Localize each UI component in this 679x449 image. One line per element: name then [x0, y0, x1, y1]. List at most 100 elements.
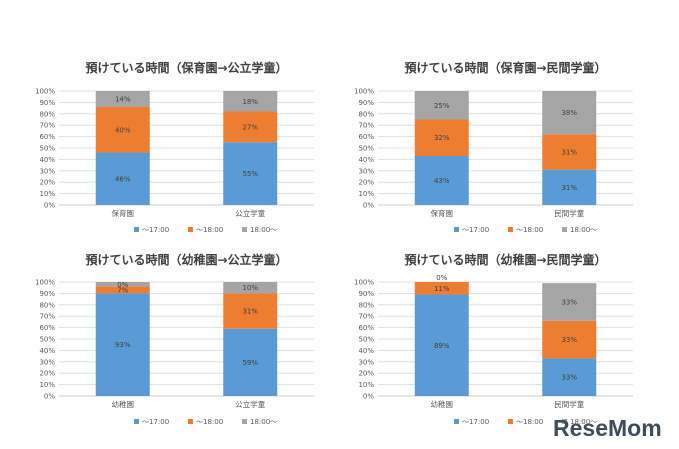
- data-label: 33%: [561, 298, 577, 306]
- y-tick-label: 50%: [358, 145, 374, 153]
- data-label: 38%: [561, 109, 577, 117]
- legend-swatch: [242, 419, 247, 424]
- y-tick-label: 70%: [39, 313, 55, 321]
- chart-title: 預けている時間（保育園→民間学童）: [404, 60, 606, 75]
- legend-label: 〜17:00: [142, 418, 169, 426]
- bar-segment: [223, 111, 278, 143]
- watermark-text: ReseMom: [553, 415, 662, 441]
- x-tick-label: 民間学童: [554, 208, 584, 218]
- bar-segment: [95, 286, 150, 294]
- data-label: 10%: [242, 284, 258, 292]
- data-label: 25%: [434, 102, 450, 110]
- y-tick-label: 40%: [39, 156, 55, 164]
- bar-segment: [542, 358, 597, 396]
- legend-swatch: [134, 227, 139, 232]
- legend-label: 〜18:00: [196, 226, 223, 234]
- data-label: 7%: [117, 286, 128, 294]
- data-label: 14%: [115, 95, 131, 103]
- legend-label: 18:00〜: [570, 418, 597, 426]
- bar-segment: [542, 320, 597, 359]
- y-tick-label: 0%: [44, 393, 55, 401]
- y-tick-label: 80%: [358, 110, 374, 118]
- bar-segment: [223, 91, 278, 112]
- legend-label: 〜18:00: [196, 418, 223, 426]
- legend-label: 〜18:00: [516, 418, 543, 426]
- y-tick-label: 0%: [44, 202, 55, 210]
- legend-swatch: [562, 227, 567, 232]
- y-tick-label: 60%: [39, 133, 55, 141]
- data-label: 0%: [117, 281, 128, 289]
- y-tick-label: 30%: [39, 167, 55, 175]
- data-label: 31%: [561, 184, 577, 192]
- x-tick-label: 幼稚園: [112, 399, 135, 409]
- bar-segment: [95, 91, 150, 107]
- y-tick-label: 60%: [358, 324, 374, 332]
- legend-label: 〜17:00: [462, 418, 489, 426]
- data-label: 46%: [115, 175, 131, 183]
- bar-segment: [542, 283, 597, 321]
- bar-segment: [95, 106, 150, 153]
- bar-segment: [223, 282, 278, 294]
- bar-segment: [95, 293, 150, 396]
- chart-title: 預けている時間（幼稚園→公立学童）: [85, 252, 287, 267]
- y-tick-label: 20%: [39, 370, 55, 378]
- legend-label: 〜18:00: [516, 226, 543, 234]
- y-tick-label: 90%: [39, 99, 55, 107]
- bar-segment: [95, 282, 150, 287]
- y-tick-label: 40%: [39, 347, 55, 355]
- legend-swatch: [188, 227, 193, 232]
- y-tick-label: 80%: [39, 301, 55, 309]
- y-tick-label: 10%: [39, 381, 55, 389]
- legend-swatch: [508, 227, 513, 232]
- y-tick-label: 40%: [358, 347, 374, 355]
- x-tick-label: 公立学童: [235, 399, 265, 409]
- data-label: 0%: [436, 274, 447, 282]
- y-tick-label: 100%: [35, 88, 55, 96]
- y-tick-label: 0%: [363, 202, 374, 210]
- legend-swatch: [454, 227, 459, 232]
- bar-segment: [414, 282, 469, 295]
- y-tick-label: 20%: [358, 179, 374, 187]
- y-tick-label: 30%: [39, 358, 55, 366]
- data-label: 18%: [242, 98, 258, 106]
- data-label: 33%: [561, 336, 577, 344]
- chart-title: 預けている時間（幼稚園→民間学童）: [404, 252, 606, 267]
- y-tick-label: 70%: [358, 313, 374, 321]
- legend-swatch: [242, 227, 247, 232]
- y-tick-label: 80%: [358, 301, 374, 309]
- y-tick-label: 70%: [39, 122, 55, 130]
- legend-swatch: [508, 419, 513, 424]
- bar-segment: [414, 119, 469, 156]
- legend-label: 〜17:00: [142, 226, 169, 234]
- y-tick-label: 10%: [358, 381, 374, 389]
- x-tick-label: 保育園: [431, 208, 454, 218]
- chart-title: 預けている時間（保育園→公立学童）: [85, 60, 287, 75]
- bar-segment: [95, 152, 150, 205]
- y-tick-label: 30%: [358, 358, 374, 366]
- legend-swatch: [188, 419, 193, 424]
- y-tick-label: 90%: [358, 99, 374, 107]
- y-tick-label: 0%: [363, 393, 374, 401]
- y-tick-label: 90%: [358, 290, 374, 298]
- legend-swatch: [134, 419, 139, 424]
- y-tick-label: 100%: [354, 279, 374, 287]
- legend-swatch: [562, 419, 567, 424]
- data-label: 89%: [434, 342, 450, 350]
- y-tick-label: 80%: [39, 110, 55, 118]
- legend-label: 18:00〜: [250, 418, 277, 426]
- bar-segment: [542, 169, 597, 205]
- data-label: 27%: [242, 123, 258, 131]
- x-tick-label: 民間学童: [554, 399, 584, 409]
- bar-segment: [542, 91, 597, 135]
- y-tick-label: 50%: [358, 336, 374, 344]
- data-label: 33%: [561, 374, 577, 382]
- data-label: 55%: [242, 170, 258, 178]
- data-label: 11%: [434, 285, 450, 293]
- y-tick-label: 60%: [39, 324, 55, 332]
- bar-segment: [414, 294, 469, 396]
- bar-segment: [414, 155, 469, 205]
- y-tick-label: 30%: [358, 167, 374, 175]
- x-tick-label: 保育園: [112, 208, 135, 218]
- data-label: 31%: [561, 148, 577, 156]
